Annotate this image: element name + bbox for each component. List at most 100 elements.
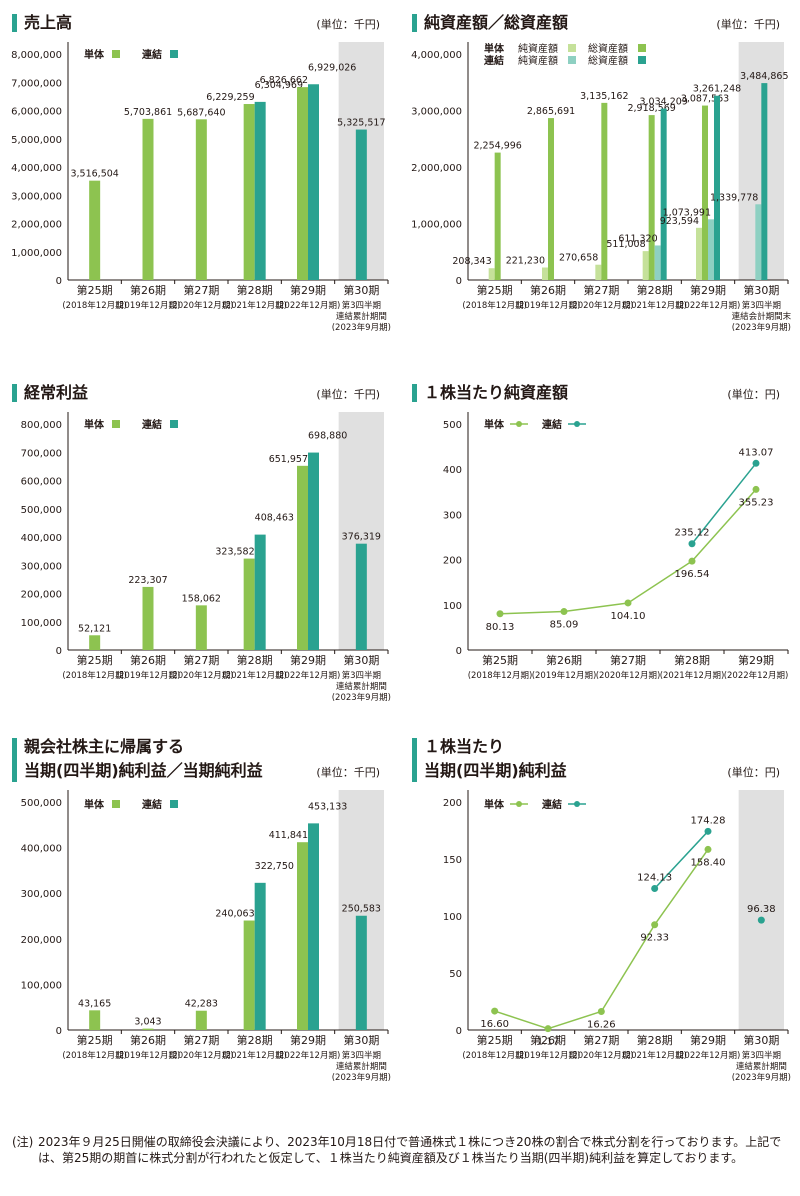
bar xyxy=(654,245,661,280)
data-label: 611,320 xyxy=(618,233,657,244)
data-point xyxy=(688,557,696,565)
y-tick-label: 3,000,000 xyxy=(411,107,462,118)
x-tick-label: 第3四半期 xyxy=(342,1050,381,1061)
y-tick-label: 6,000,000 xyxy=(11,107,62,118)
bar xyxy=(696,227,702,280)
bar xyxy=(648,115,655,280)
y-tick-label: 200 xyxy=(443,798,462,809)
legend-row-label: 単体 xyxy=(484,42,505,55)
chart-title: １株当たり xyxy=(424,737,504,756)
y-tick-label: 3,000,000 xyxy=(11,191,62,202)
data-label: 6,304,969 xyxy=(255,80,303,91)
forecast-shade xyxy=(738,790,784,1030)
x-tick-label: 第28期 xyxy=(237,1033,273,1047)
x-tick-label: (2021年12月期) xyxy=(622,300,687,311)
chart-unit: (単位：千円) xyxy=(316,765,380,779)
data-label: 3,516,504 xyxy=(70,169,118,180)
data-point xyxy=(560,608,568,616)
data-label: 250,583 xyxy=(342,904,381,915)
legend-label: 単体 xyxy=(84,418,105,431)
bar xyxy=(708,219,714,280)
legend-swatch xyxy=(170,50,178,58)
x-tick-label: 第30期 xyxy=(343,653,379,667)
x-tick-label: (2021年12月期) xyxy=(222,300,287,311)
data-label: 651,957 xyxy=(269,454,308,465)
data-label: 5,687,640 xyxy=(177,107,225,118)
x-tick-label: 第26期 xyxy=(130,1033,166,1047)
data-point xyxy=(491,1007,499,1015)
data-point xyxy=(752,485,760,493)
data-point xyxy=(624,599,632,607)
title-accent-bar xyxy=(412,14,417,32)
series-line xyxy=(654,830,709,890)
title-accent-bar xyxy=(412,384,417,402)
x-tick-label: 第3四半期 xyxy=(342,670,381,681)
x-tick-label: (2018年12月期) xyxy=(62,1050,127,1061)
y-tick-label: 400 xyxy=(443,465,462,476)
legend-label: 連結 xyxy=(142,418,162,431)
bar xyxy=(542,267,548,280)
x-tick-label: (2020年12月期) xyxy=(169,670,234,681)
chart-title: 親会社株主に帰属する xyxy=(24,737,184,756)
x-tick-label: 第29期 xyxy=(290,653,326,667)
series-line xyxy=(494,1010,549,1030)
data-label: 208,343 xyxy=(452,256,491,267)
chart-title: 純資産額／総資産額 xyxy=(424,13,568,32)
ordinary-profit-chart: 経常利益 (単位：千円) 800,000 700,000 600,000 500,000 4… xyxy=(12,383,391,703)
legend-swatch xyxy=(170,800,178,808)
x-tick-label: 第25期 xyxy=(77,283,113,297)
y-tick-label: 0 xyxy=(456,646,462,657)
bar xyxy=(595,264,602,280)
bar xyxy=(254,101,266,280)
data-label: 221,230 xyxy=(506,256,545,267)
data-label: 42,283 xyxy=(185,999,218,1010)
data-label: 6,929,026 xyxy=(308,62,356,73)
chart-unit: (単位：千円) xyxy=(316,17,380,31)
data-label: 322,750 xyxy=(255,861,294,872)
x-tick-label: 第29期 xyxy=(290,1033,326,1047)
title-accent-bar xyxy=(12,14,17,32)
x-tick-label: (2023年9月期) xyxy=(332,1072,391,1083)
bar xyxy=(702,105,708,280)
x-tick-label: 第25期 xyxy=(77,1033,113,1047)
x-tick-label: (2018年12月期) xyxy=(462,1050,527,1061)
x-tick-label: 第26期 xyxy=(546,653,582,667)
bar xyxy=(142,1028,154,1030)
legend-label: 単体 xyxy=(484,418,505,431)
legend-swatch xyxy=(638,56,646,64)
x-tick-label: (2019年12月期) xyxy=(116,1050,181,1061)
data-point xyxy=(757,916,765,924)
data-label: 158.40 xyxy=(691,857,726,868)
x-tick-label: 連結会計期間末 xyxy=(732,311,792,322)
eps-chart: １株当たり当期(四半期)純利益 (単位：円)200150100500第25期(20… xyxy=(412,737,791,1083)
data-label: 240,063 xyxy=(215,909,254,920)
x-tick-label: (2018年12月期) xyxy=(462,300,527,311)
bar xyxy=(89,180,101,280)
x-tick-label: 第27期 xyxy=(183,653,219,667)
bar xyxy=(355,915,367,1030)
chart-title-line2: 当期(四半期)純利益 xyxy=(424,761,567,780)
chart-title-line2: 当期(四半期)純利益／当期純利益 xyxy=(24,761,263,780)
legend-swatch xyxy=(568,44,576,52)
net-income-chart-panel: 親会社株主に帰属する 当期(四半期)純利益／当期純利益 (単位：千円) 500,000… xyxy=(0,730,400,1110)
bar xyxy=(195,119,207,280)
x-tick-label: (2020年12月期) xyxy=(169,1050,234,1061)
x-tick-label: 第27期 xyxy=(583,1033,619,1047)
chart-title: 売上高 xyxy=(24,13,72,32)
sales-chart-panel: 売上高 (単位：千円) 8,000,000 7,000,000 6,000,000 5,0… xyxy=(0,0,400,360)
data-label: 323,582 xyxy=(215,547,254,558)
data-point xyxy=(651,884,659,892)
y-tick-label: 1,000,000 xyxy=(11,248,62,259)
assets-chart-panel: 純資産額／総資産額 (単位：千円) 4,000,000 3,000,000 2,000,… xyxy=(400,0,800,360)
data-label: 104.10 xyxy=(611,611,646,622)
x-tick-label: 第25期 xyxy=(77,653,113,667)
data-label: 92.33 xyxy=(640,933,669,944)
data-label: 3,043 xyxy=(134,1017,161,1028)
bar xyxy=(142,118,154,280)
legend-marker xyxy=(574,421,580,427)
y-tick-label: 0 xyxy=(56,1026,62,1037)
bar xyxy=(308,84,319,281)
y-tick-label: 300,000 xyxy=(21,561,62,572)
data-label: 174.28 xyxy=(691,815,726,826)
legend-swatch xyxy=(170,420,178,428)
